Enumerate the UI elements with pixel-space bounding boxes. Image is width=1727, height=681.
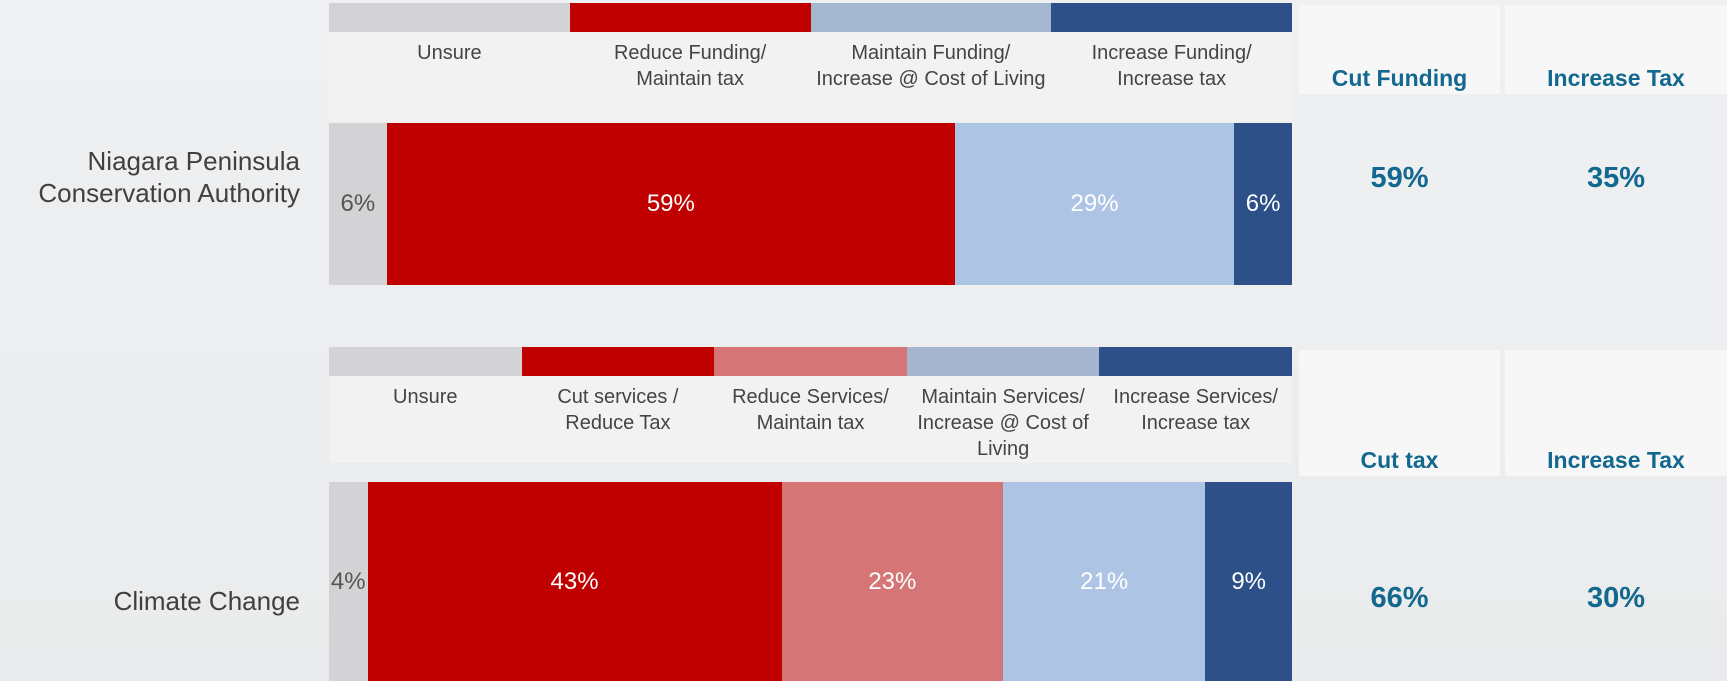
summary-value: 30% bbox=[1586, 582, 1646, 614]
summary-value: 35% bbox=[1586, 162, 1646, 194]
data-label: 21% bbox=[1080, 567, 1129, 595]
summary-value: 59% bbox=[1370, 162, 1429, 194]
bar-segment: 4% bbox=[329, 482, 368, 681]
legend-label-bg bbox=[329, 376, 1292, 463]
data-label: 29% bbox=[1070, 190, 1119, 217]
legend-label: Maintain Services/ Increase @ Cost of Li… bbox=[917, 386, 1089, 460]
legend-swatch bbox=[714, 347, 907, 376]
data-label: 6% bbox=[340, 190, 376, 217]
summary-header: Increase Tax bbox=[1505, 5, 1727, 94]
legend-swatch bbox=[906, 347, 1100, 376]
legend-swatch bbox=[569, 3, 811, 32]
legend-swatch bbox=[521, 347, 715, 376]
legend-swatch bbox=[1051, 3, 1292, 32]
summary-header: Cut tax bbox=[1299, 350, 1500, 476]
data-label: 9% bbox=[1231, 567, 1266, 595]
bar-segment: 21% bbox=[1003, 482, 1206, 681]
row-label: Climate Change bbox=[113, 586, 300, 616]
summary-value: 66% bbox=[1370, 582, 1429, 614]
legend-label: Increase Funding/ Increase tax bbox=[1091, 42, 1252, 90]
bar-segment: 43% bbox=[367, 482, 782, 681]
data-label: 43% bbox=[550, 567, 599, 595]
bar-segment: 23% bbox=[781, 482, 1004, 681]
summary-header: Cut Funding bbox=[1299, 5, 1500, 94]
legend-label-bg bbox=[329, 32, 1292, 121]
summary-header: Increase Tax bbox=[1505, 350, 1727, 476]
bar-segment: 59% bbox=[386, 123, 955, 285]
data-label: 23% bbox=[868, 567, 917, 595]
legend-label: Maintain Funding/ Increase @ Cost of Liv… bbox=[816, 42, 1046, 90]
data-label: 4% bbox=[330, 567, 366, 595]
row-label: Niagara Peninsula Conservation Authority bbox=[38, 146, 300, 208]
data-label: 59% bbox=[646, 190, 695, 217]
legend-swatch bbox=[329, 347, 522, 376]
legend-swatch bbox=[810, 3, 1052, 32]
legend-label: Reduce Funding/ Maintain tax bbox=[613, 42, 767, 90]
legend-label: Cut services / Reduce Tax bbox=[557, 386, 679, 434]
legend-label: Reduce Services/ Maintain tax bbox=[732, 386, 889, 434]
bar-segment: 6% bbox=[329, 123, 387, 285]
legend-label: Unsure bbox=[393, 386, 458, 408]
bar-segment: 9% bbox=[1205, 482, 1292, 681]
bar-segment: 29% bbox=[954, 123, 1235, 285]
legend-label: Increase Services/ Increase tax bbox=[1113, 386, 1278, 434]
legend-swatch bbox=[329, 3, 570, 32]
legend-swatch bbox=[1099, 347, 1292, 376]
legend-label: Unsure bbox=[417, 42, 482, 64]
bar-segment: 6% bbox=[1234, 123, 1292, 285]
data-label: 6% bbox=[1245, 190, 1281, 217]
